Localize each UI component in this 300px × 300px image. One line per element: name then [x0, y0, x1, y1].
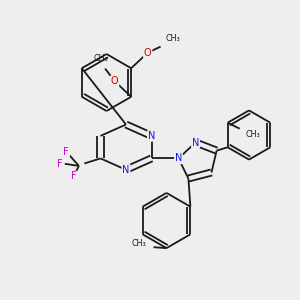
Text: N: N [148, 131, 155, 141]
Text: N: N [175, 153, 182, 164]
Text: N: N [122, 165, 130, 175]
Text: F: F [71, 171, 76, 182]
Text: CH₃: CH₃ [132, 239, 147, 248]
Text: F: F [58, 159, 63, 170]
Text: CH₃: CH₃ [93, 53, 108, 63]
Text: N: N [192, 137, 199, 148]
Text: O: O [111, 76, 118, 86]
Text: CH₃: CH₃ [246, 130, 260, 139]
Text: O: O [144, 48, 152, 58]
Text: F: F [64, 146, 69, 157]
Text: CH₃: CH₃ [166, 34, 180, 43]
